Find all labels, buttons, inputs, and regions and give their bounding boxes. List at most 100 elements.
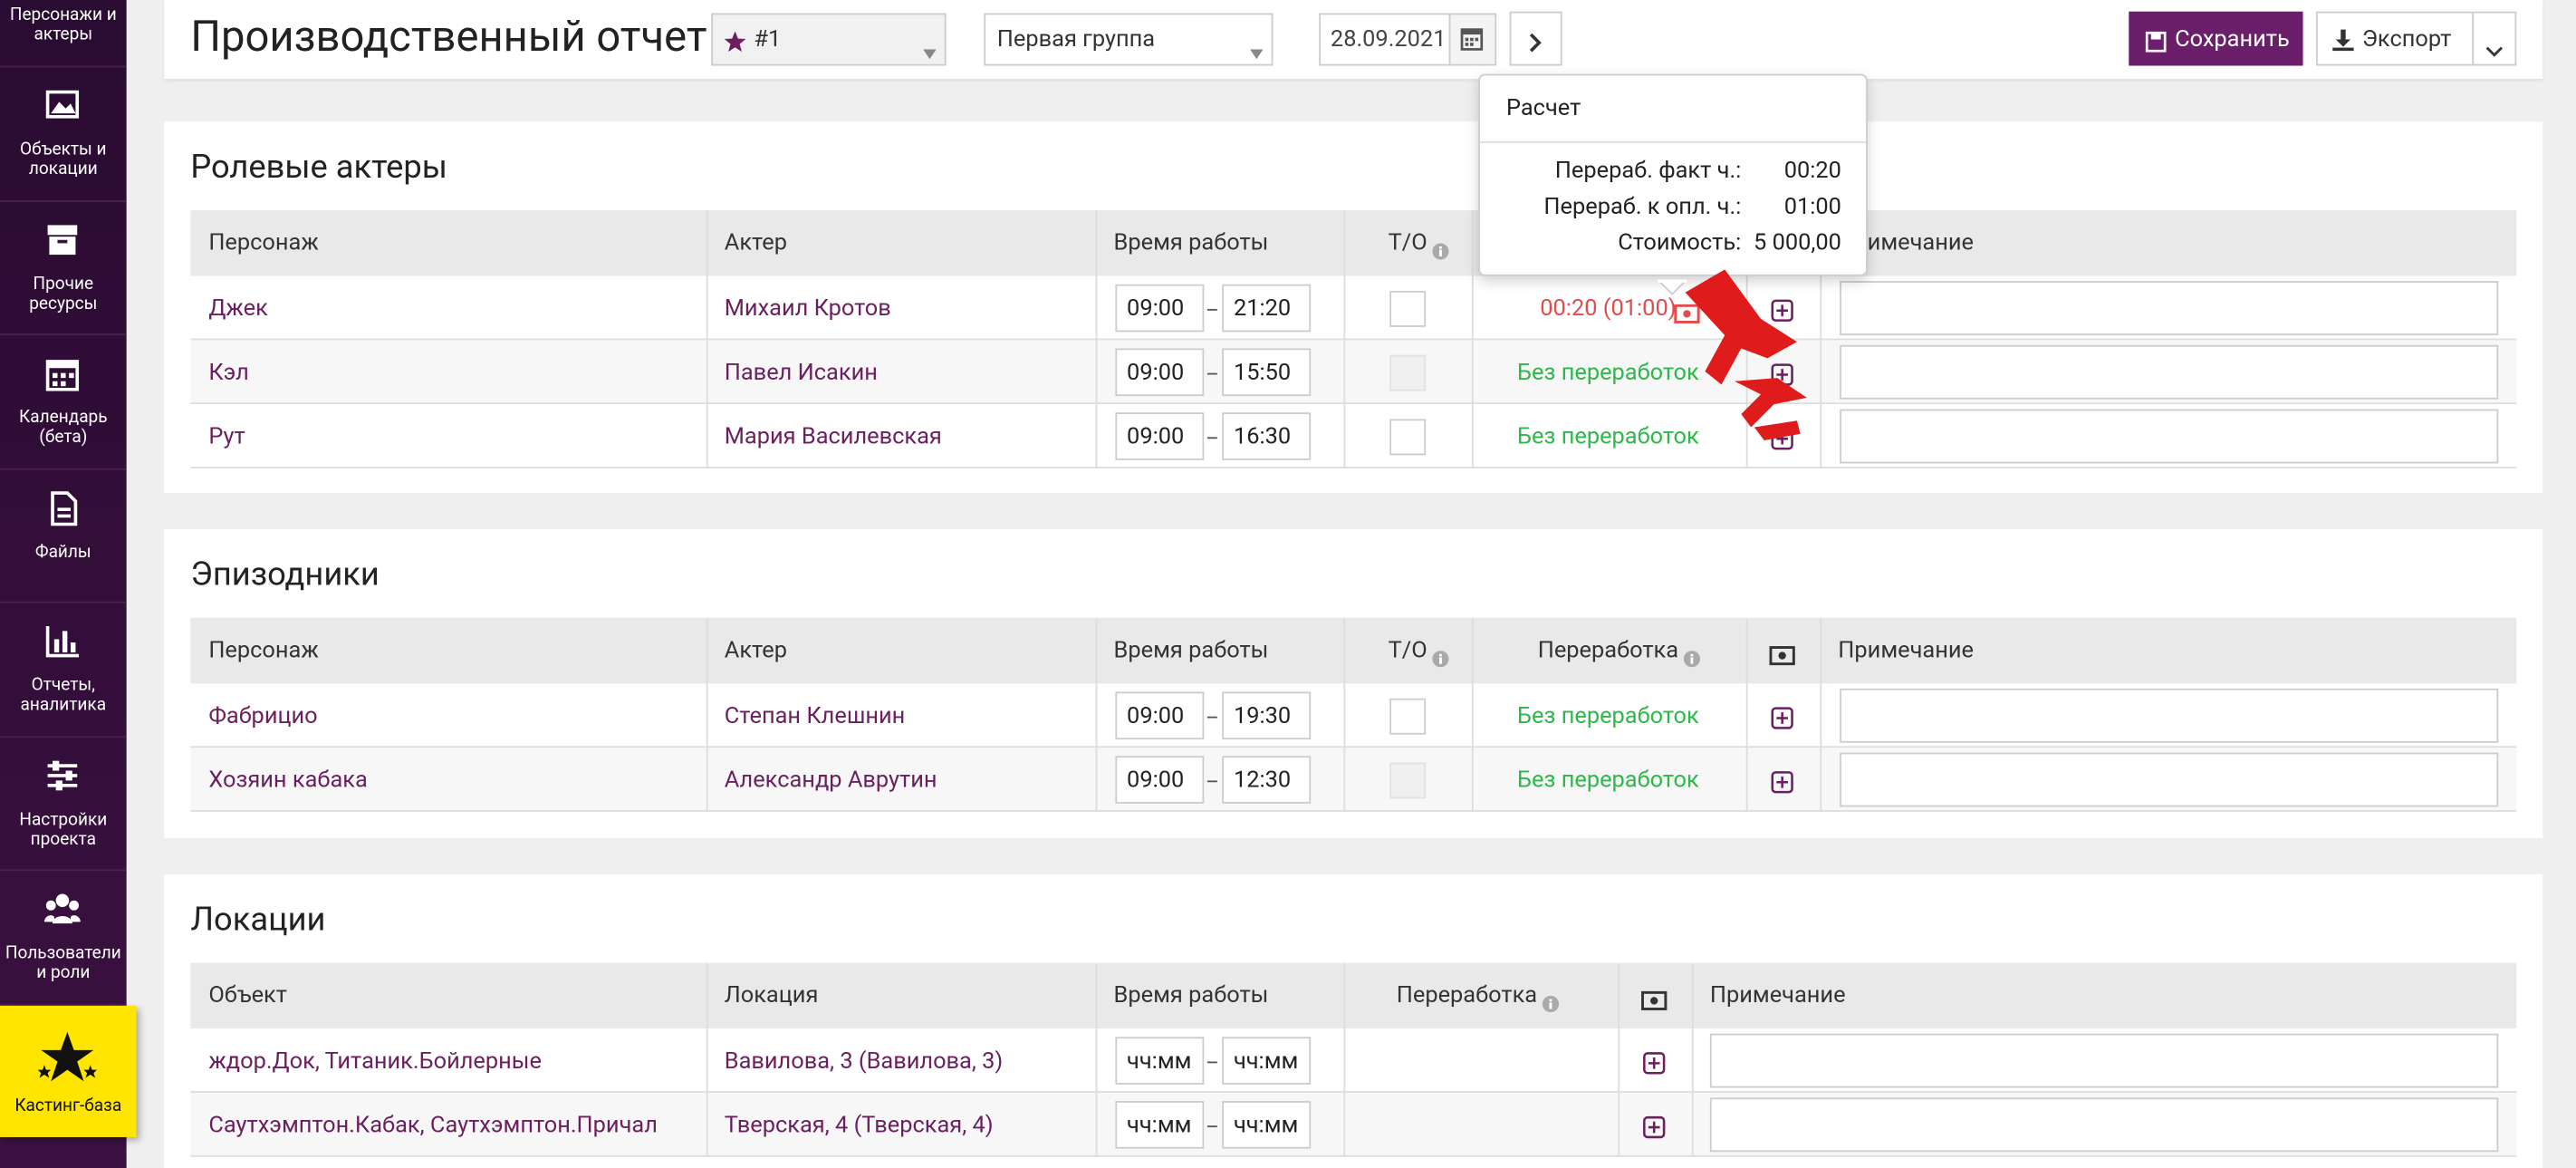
column-header: Переработка	[1396, 982, 1538, 1009]
caret	[1250, 34, 1264, 60]
section-title: Ролевые актеры	[190, 146, 447, 186]
nav-label[interactable]: Кастинг-база	[14, 1094, 122, 1116]
time-input[interactable]	[1115, 1037, 1205, 1085]
time-value: 09:00	[1127, 766, 1185, 794]
shift-select[interactable]	[711, 13, 947, 66]
overtime: Без переработок	[1517, 766, 1699, 794]
row-actor[interactable]: Мария Василевская	[724, 422, 942, 449]
row-actor[interactable]: Александр Аврутин	[724, 766, 937, 794]
row-actor[interactable]: Вавилова, 3 (Вавилова, 3)	[724, 1047, 1004, 1075]
page-title: Производственный отчет	[190, 13, 707, 63]
time-input[interactable]	[1115, 412, 1205, 460]
note-input[interactable]	[1709, 1033, 2499, 1088]
time-input[interactable]	[1115, 691, 1205, 740]
time-dash	[1206, 779, 1217, 783]
time-input[interactable]	[1222, 348, 1312, 397]
nav-label[interactable]: Настройки проекта	[19, 807, 108, 849]
time-input[interactable]	[1115, 284, 1205, 333]
time-input[interactable]	[1115, 756, 1205, 804]
group-select[interactable]	[984, 13, 1274, 66]
row-actor[interactable]: Михаил Кротов	[724, 294, 891, 322]
nav-item[interactable]	[0, 335, 127, 469]
nav-label[interactable]: Файлы	[34, 539, 91, 562]
info-icon	[1433, 235, 1450, 260]
nav-icon	[44, 355, 81, 391]
pointer-arrow	[1685, 269, 1807, 441]
nav-label[interactable]: Календарь (бета)	[19, 405, 108, 448]
nav-item[interactable]	[0, 737, 127, 872]
export-label[interactable]: Экспорт	[2361, 26, 2452, 53]
row-name[interactable]: Джек	[208, 294, 268, 322]
row-name[interactable]: ждор.Док, Титаник.Бойлерные	[208, 1047, 542, 1075]
column-divider	[1343, 617, 1346, 812]
note-input[interactable]	[1840, 688, 2499, 743]
nav-item[interactable]	[0, 469, 127, 603]
time-input[interactable]	[1222, 1037, 1312, 1085]
nav-label[interactable]: Объекты и локации	[20, 138, 107, 179]
to-checkbox[interactable]	[1389, 697, 1427, 734]
overtime: Без переработок	[1517, 702, 1699, 729]
time-dash	[1206, 715, 1217, 719]
column-header: Т/О	[1388, 229, 1427, 256]
add-button	[1643, 1049, 1666, 1074]
row-name[interactable]: Кэл	[208, 359, 249, 386]
time-input[interactable]	[1222, 1101, 1312, 1149]
date-input[interactable]	[1319, 13, 1451, 66]
nav-item[interactable]	[0, 871, 127, 1005]
add-button	[1771, 296, 1793, 321]
time-value: 19:30	[1233, 702, 1292, 729]
column-divider	[1471, 210, 1474, 468]
group-select-value: Первая группа	[996, 26, 1156, 53]
tooltip-divider	[1479, 140, 1867, 143]
nav-label[interactable]: Прочие ресурсы	[29, 272, 98, 314]
row-actor[interactable]: Павел Исакин	[724, 359, 878, 386]
nav-item[interactable]	[0, 603, 127, 738]
nav-item[interactable]	[0, 67, 127, 202]
nav-label[interactable]: Отчеты, аналитика	[20, 673, 107, 715]
nav-label[interactable]: Персонажи и актеры	[9, 3, 117, 44]
time-dash	[1206, 1125, 1217, 1128]
to-checkbox[interactable]	[1389, 290, 1427, 326]
star-icon	[36, 1028, 99, 1085]
time-dash	[1206, 1060, 1217, 1064]
time-value: чч:мм	[1233, 1047, 1299, 1075]
row-name[interactable]: Фабрицио	[208, 702, 318, 729]
section-title: Эпизодники	[190, 554, 380, 594]
time-value: 09:00	[1127, 422, 1185, 449]
time-input[interactable]	[1222, 412, 1312, 460]
nav-item-active[interactable]	[0, 1005, 137, 1137]
money-icon	[1641, 986, 1668, 1010]
column-divider	[1745, 617, 1748, 812]
to-checkbox[interactable]	[1389, 418, 1427, 455]
note-input[interactable]	[1840, 281, 2499, 335]
nav-label[interactable]: Пользователи и роли	[5, 941, 121, 983]
row-name[interactable]: Рут	[208, 422, 245, 449]
column-header: Т/О	[1388, 637, 1427, 664]
column-header: Персонаж	[208, 229, 319, 256]
caret	[923, 34, 937, 60]
time-input[interactable]	[1222, 691, 1312, 740]
note-input[interactable]	[1840, 409, 2499, 464]
row-name[interactable]: Хозяин кабака	[208, 766, 368, 794]
note-input[interactable]	[1840, 344, 2499, 400]
time-input[interactable]	[1115, 1101, 1205, 1149]
time-input[interactable]	[1115, 348, 1205, 397]
row-actor[interactable]: Степан Клешнин	[724, 702, 906, 729]
nav-icon	[44, 623, 81, 659]
column-divider	[1343, 962, 1346, 1157]
money-icon	[1674, 298, 1700, 323]
nav-icon	[44, 489, 81, 526]
time-value: 15:50	[1233, 359, 1292, 386]
note-input[interactable]	[1840, 752, 2499, 807]
nav-item[interactable]	[0, 201, 127, 335]
row-name[interactable]: Саутхэмптон.Кабак, Саутхэмптон.Причал	[208, 1111, 658, 1138]
note-input[interactable]	[1709, 1097, 2499, 1153]
time-input[interactable]	[1222, 284, 1312, 333]
save-label[interactable]: Сохранить	[2175, 26, 2290, 53]
time-dash	[1206, 372, 1217, 375]
time-input[interactable]	[1222, 756, 1312, 804]
to-checkbox	[1389, 353, 1427, 391]
column-divider	[1618, 962, 1620, 1157]
row-actor[interactable]: Тверская, 4 (Тверская, 4)	[724, 1111, 994, 1138]
